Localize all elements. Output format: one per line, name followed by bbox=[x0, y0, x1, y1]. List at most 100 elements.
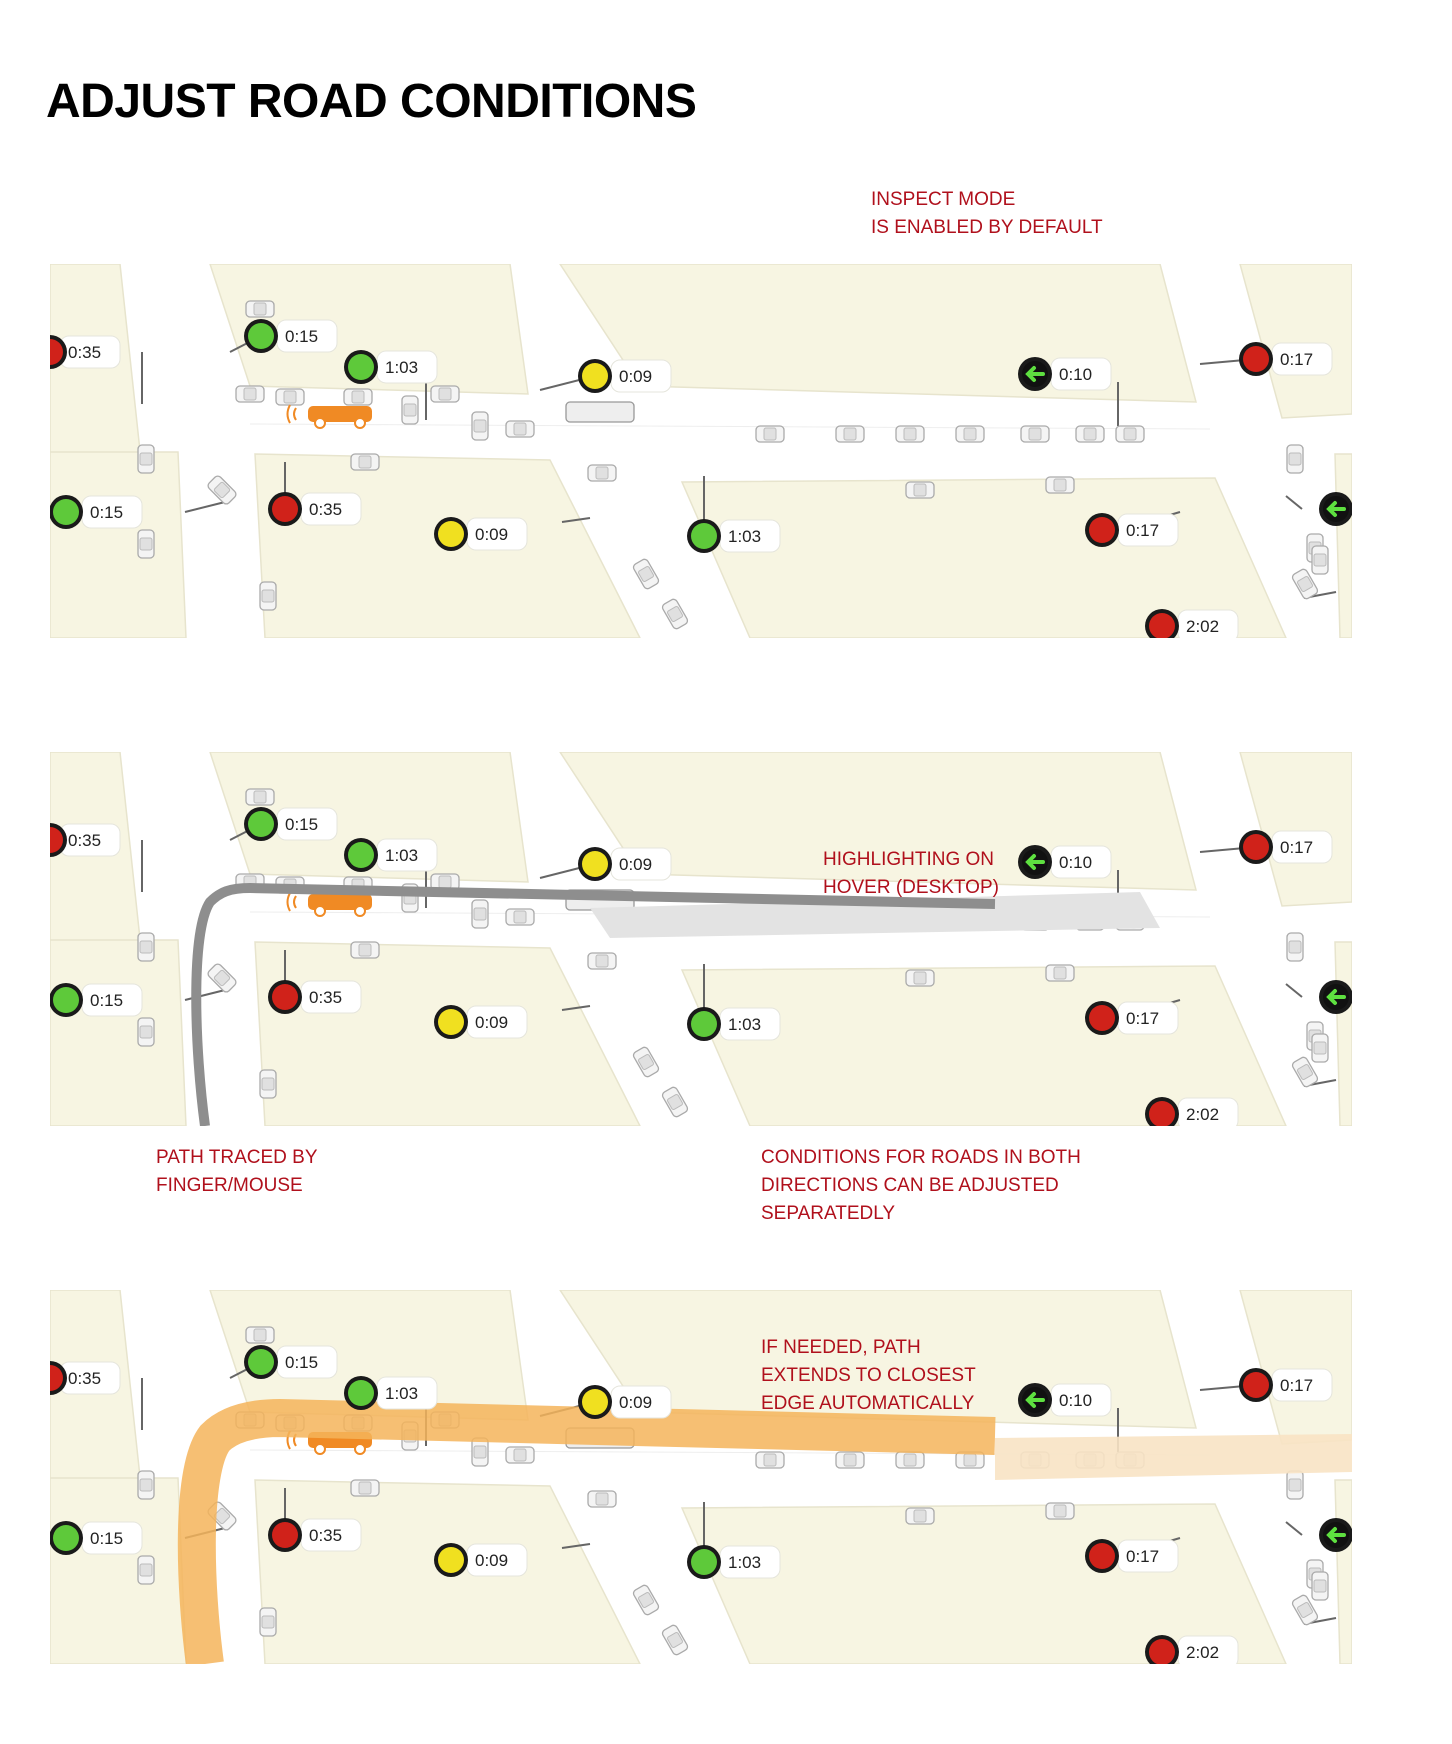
car-icon bbox=[632, 558, 660, 590]
car-icon bbox=[471, 899, 489, 929]
map-panel-default[interactable]: 0:35 0:15 1:03 0:09 0:10 0:17 0:15 0:35 0:09 1:03… bbox=[50, 264, 1352, 638]
traffic-signal-arrow[interactable]: 0:10 bbox=[1018, 1383, 1112, 1417]
signal-time-label: 0:17 bbox=[1280, 1376, 1313, 1395]
city-block bbox=[50, 939, 187, 1126]
signal-time-label: 0:10 bbox=[1059, 1391, 1092, 1410]
traffic-signal-red[interactable]: 2:02 bbox=[1145, 1635, 1239, 1664]
signal-lamp bbox=[53, 1525, 79, 1551]
signal-lamp bbox=[348, 354, 374, 380]
traffic-signal-yellow[interactable]: 0:09 bbox=[434, 1005, 528, 1039]
traffic-signal-arrow[interactable] bbox=[1319, 980, 1352, 1014]
traffic-signal-green[interactable]: 0:15 bbox=[244, 1345, 338, 1379]
hovered-road-segment[interactable] bbox=[590, 892, 1160, 938]
traffic-signal-green[interactable]: 1:03 bbox=[344, 1376, 438, 1410]
traffic-signal-arrow[interactable]: 0:10 bbox=[1018, 357, 1112, 391]
car-icon bbox=[895, 425, 925, 443]
traffic-signal-red[interactable]: 0:35 bbox=[50, 823, 121, 857]
signal-lamp bbox=[438, 1547, 464, 1573]
signal-time-label: 0:15 bbox=[90, 503, 123, 522]
car-icon bbox=[587, 1490, 617, 1508]
signal-lamp bbox=[1243, 346, 1269, 372]
annotation-line: FINGER/MOUSE bbox=[156, 1175, 303, 1196]
car-icon bbox=[275, 388, 305, 406]
traffic-signal-red[interactable]: 0:35 bbox=[268, 980, 362, 1014]
traffic-signal-arrow[interactable] bbox=[1319, 492, 1352, 526]
traced-path[interactable] bbox=[191, 882, 996, 1126]
traffic-signal-arrow[interactable]: 0:10 bbox=[1018, 845, 1112, 879]
traffic-signal-yellow[interactable]: 0:09 bbox=[434, 517, 528, 551]
signal-time-label: 0:09 bbox=[475, 1013, 508, 1032]
city-block bbox=[50, 1477, 187, 1664]
car-icon bbox=[1291, 1056, 1319, 1088]
signal-time-label: 1:03 bbox=[728, 527, 761, 546]
traffic-signal-green[interactable]: 0:15 bbox=[50, 983, 143, 1017]
traffic-signal-red[interactable]: 0:35 bbox=[50, 335, 121, 369]
car-icon bbox=[245, 1326, 275, 1344]
car-icon bbox=[401, 395, 419, 425]
signal-time-label: 2:02 bbox=[1186, 1643, 1219, 1662]
map-panel-selected[interactable]: 0:35 0:15 1:03 0:09 0:10 0:17 0:15 0:35 0:09 1:03… bbox=[50, 1290, 1352, 1664]
car-icon bbox=[755, 425, 785, 443]
traffic-signal-red[interactable]: 0:17 bbox=[1085, 1539, 1179, 1573]
traffic-signal-green[interactable]: 1:03 bbox=[344, 350, 438, 384]
map-panel-hover[interactable]: 0:35 0:15 1:03 0:09 0:10 0:17 0:15 0:35 0:09 1:03… bbox=[50, 752, 1352, 1126]
highlighted-car-icon[interactable] bbox=[286, 892, 373, 917]
signal-time-label: 0:35 bbox=[68, 343, 101, 362]
signal-pole bbox=[561, 517, 591, 523]
traffic-signal-green[interactable]: 0:15 bbox=[50, 1521, 143, 1555]
signal-lamp bbox=[272, 1522, 298, 1548]
arrow-left-icon bbox=[1326, 1527, 1346, 1543]
car-icon bbox=[1045, 476, 1075, 494]
traffic-signal-yellow[interactable]: 0:09 bbox=[434, 1543, 528, 1577]
signal-lamp bbox=[582, 851, 608, 877]
traffic-signal-red[interactable]: 0:17 bbox=[1239, 1368, 1333, 1402]
traffic-signal-green[interactable]: 1:03 bbox=[344, 838, 438, 872]
signal-lamp bbox=[1089, 517, 1115, 543]
traffic-signal-red[interactable]: 0:17 bbox=[1239, 830, 1333, 864]
highlighted-car-icon[interactable] bbox=[286, 404, 373, 429]
signal-time-label: 1:03 bbox=[385, 1384, 418, 1403]
car-icon bbox=[895, 1451, 925, 1469]
annotation-inspect-mode: INSPECT MODE IS ENABLED BY DEFAULT bbox=[871, 186, 1103, 242]
annotation-line: HIGHLIGHTING ON bbox=[823, 849, 995, 870]
annotation-line: PATH TRACED BY bbox=[156, 1147, 318, 1168]
traffic-signal-green[interactable]: 1:03 bbox=[687, 1007, 781, 1041]
traffic-signal-green[interactable]: 1:03 bbox=[687, 519, 781, 553]
car-icon bbox=[137, 444, 155, 474]
traffic-signal-green[interactable]: 0:15 bbox=[244, 807, 338, 841]
signal-lamp bbox=[582, 1389, 608, 1415]
auto-extended-path[interactable] bbox=[995, 1434, 1352, 1480]
traffic-signal-arrow[interactable] bbox=[1319, 1518, 1352, 1552]
traffic-signal-green[interactable]: 0:15 bbox=[50, 495, 143, 529]
signal-lamp bbox=[50, 827, 63, 853]
signal-time-label: 1:03 bbox=[728, 1015, 761, 1034]
traffic-signal-green[interactable]: 0:15 bbox=[244, 319, 338, 353]
car-icon bbox=[137, 1470, 155, 1500]
traffic-signal-red[interactable]: 0:17 bbox=[1085, 513, 1179, 547]
traffic-signal-red[interactable]: 0:35 bbox=[268, 1518, 362, 1552]
signal-time-label: 0:35 bbox=[68, 1369, 101, 1388]
annotation-line: SEPARATEDLY bbox=[761, 1203, 896, 1224]
traffic-signal-red[interactable]: 2:02 bbox=[1145, 1097, 1239, 1126]
signal-lamp bbox=[248, 1349, 274, 1375]
signal-lamp bbox=[248, 811, 274, 837]
traffic-signal-red[interactable]: 0:17 bbox=[1085, 1001, 1179, 1035]
car-icon bbox=[259, 581, 277, 611]
annotation-conditions: CONDITIONS FOR ROADS IN BOTH DIRECTIONS … bbox=[761, 1144, 1081, 1228]
car-icon bbox=[137, 1555, 155, 1585]
signal-time-label: 0:35 bbox=[309, 500, 342, 519]
page-title: ADJUST ROAD CONDITIONS bbox=[46, 75, 697, 128]
traffic-signal-green[interactable]: 1:03 bbox=[687, 1545, 781, 1579]
arrow-left-icon bbox=[1326, 989, 1346, 1005]
traffic-signal-yellow[interactable]: 0:09 bbox=[578, 1385, 672, 1419]
signal-lamp bbox=[1149, 1639, 1175, 1664]
car-icon bbox=[1291, 1594, 1319, 1626]
selected-path[interactable] bbox=[177, 1398, 996, 1664]
city-block bbox=[50, 451, 187, 638]
traffic-signal-red[interactable]: 2:02 bbox=[1145, 609, 1239, 638]
traffic-signal-red[interactable]: 0:35 bbox=[268, 492, 362, 526]
traffic-signal-red[interactable]: 0:35 bbox=[50, 1361, 121, 1395]
traffic-signal-red[interactable]: 0:17 bbox=[1239, 342, 1333, 376]
traffic-signal-yellow[interactable]: 0:09 bbox=[578, 847, 672, 881]
traffic-signal-yellow[interactable]: 0:09 bbox=[578, 359, 672, 393]
